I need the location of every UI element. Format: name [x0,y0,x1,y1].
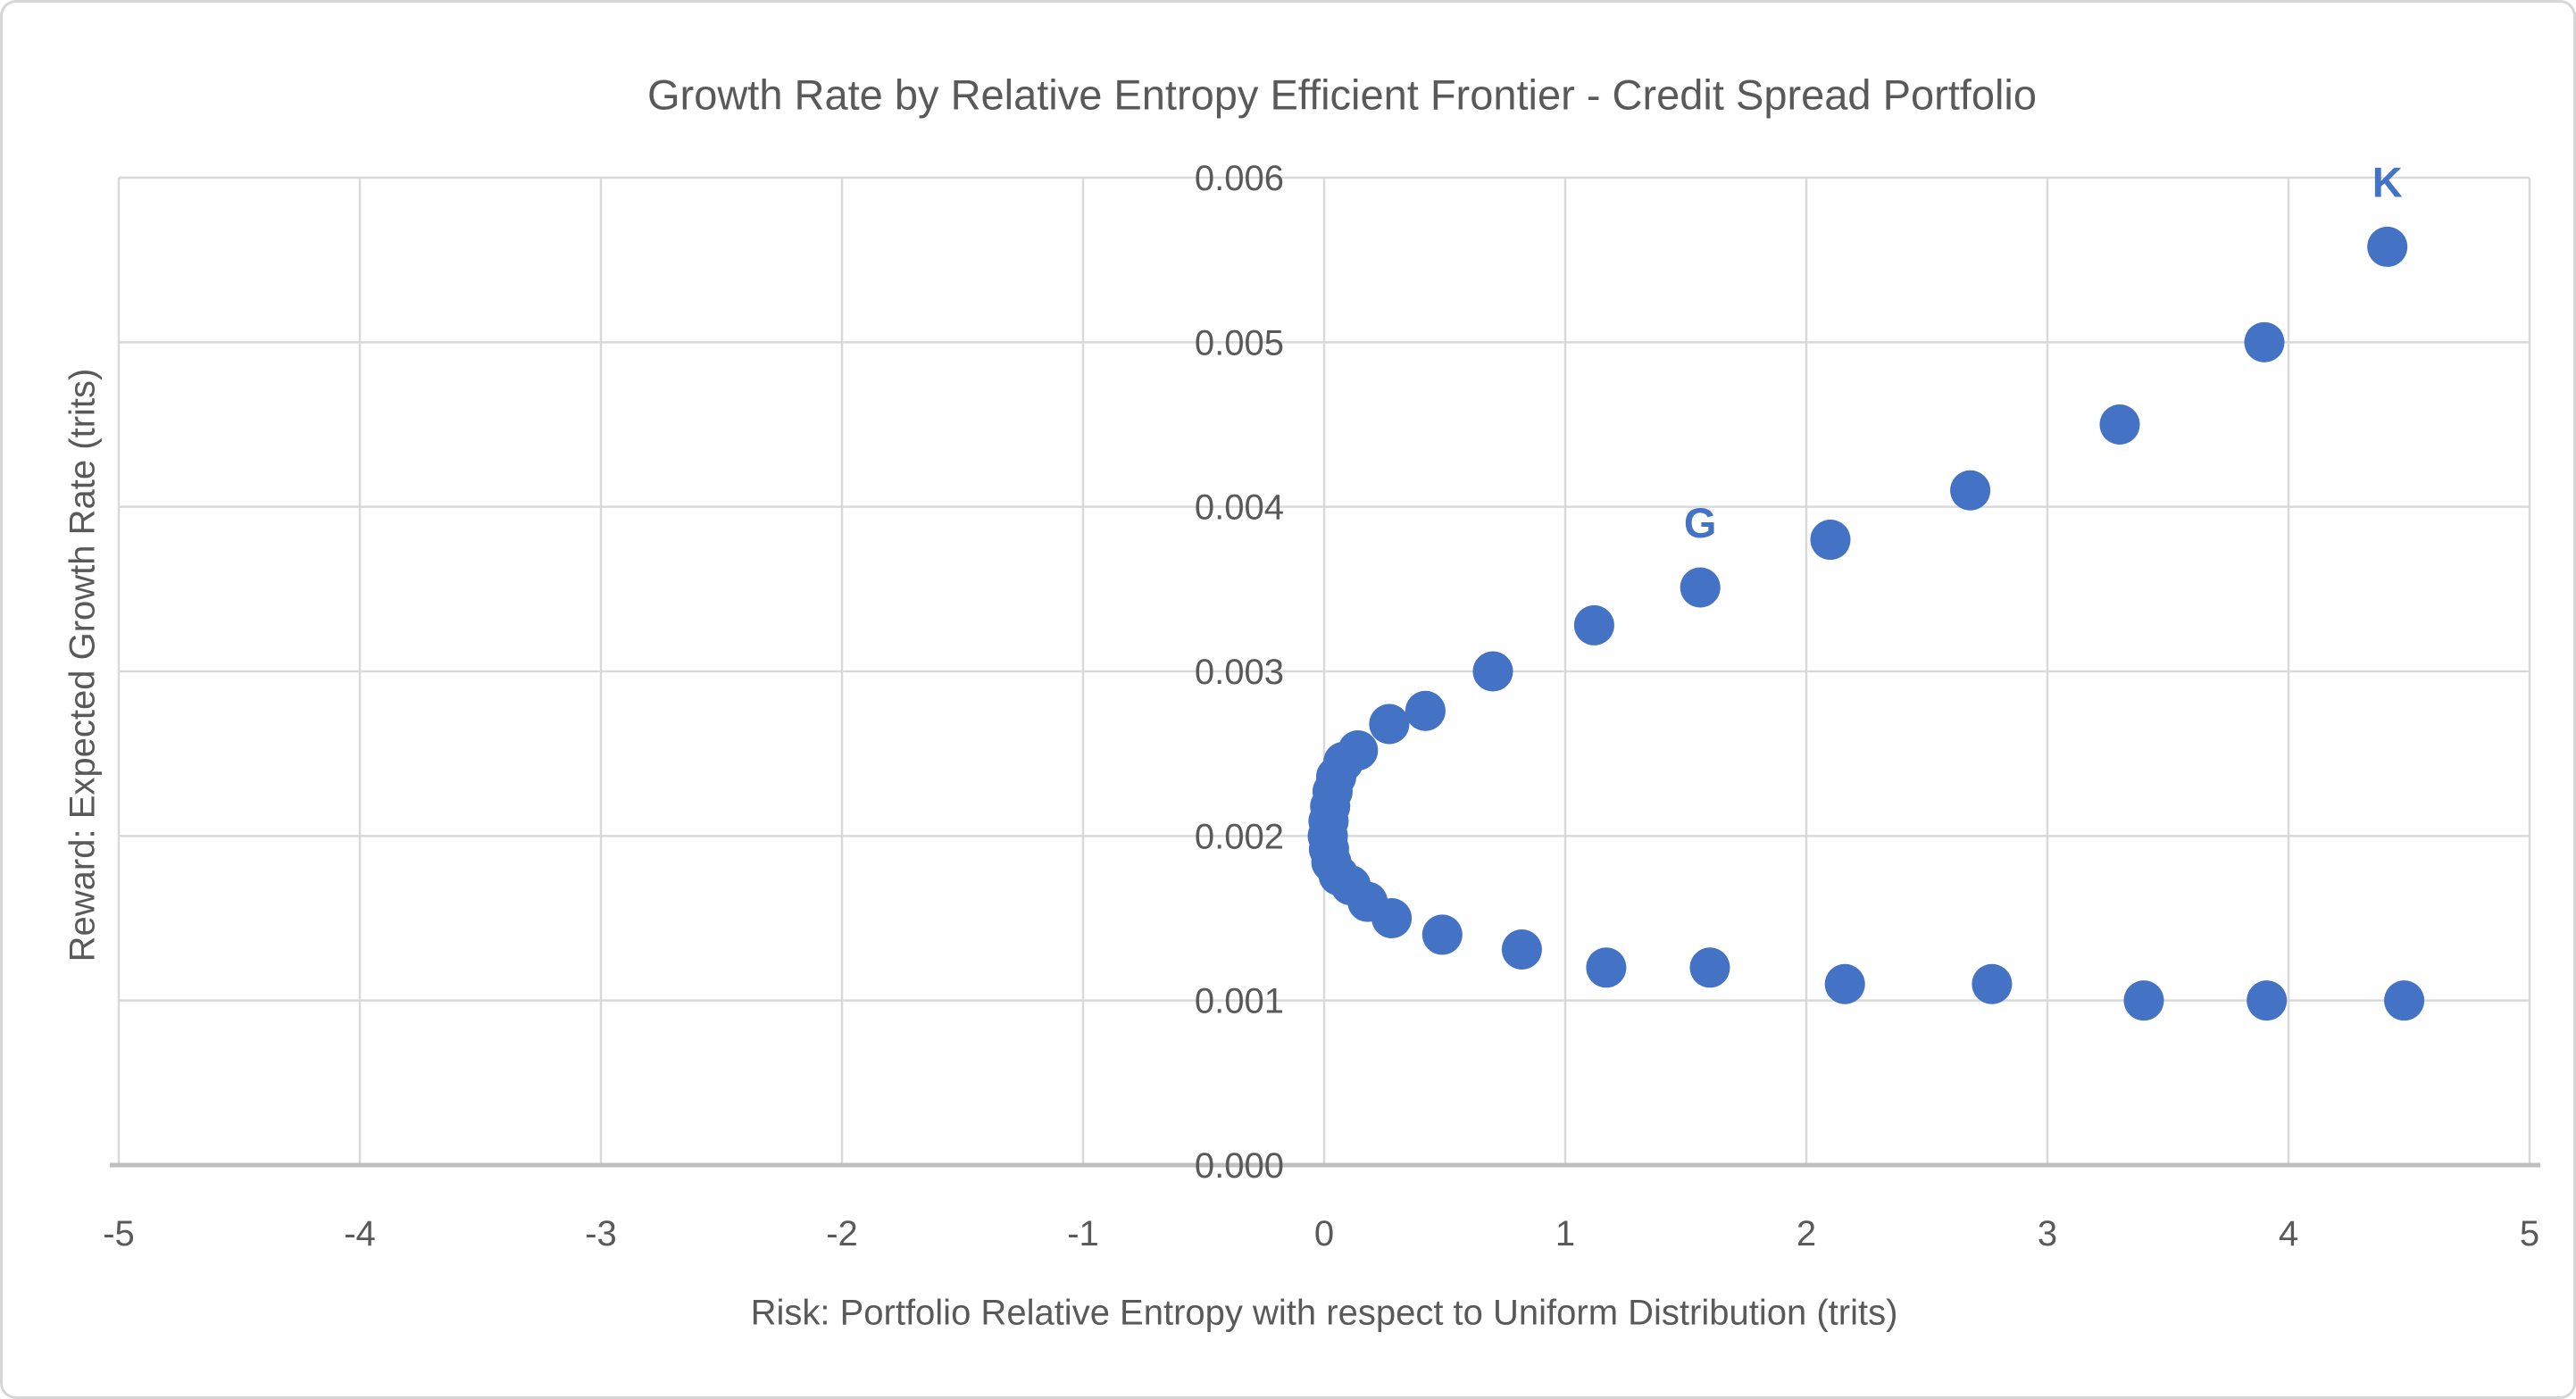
point-annotation: G [1684,499,1717,546]
data-point [1369,704,1410,745]
data-point [2099,404,2140,445]
data-point [2384,980,2425,1021]
y-tick-label: 0.002 [1195,817,1284,856]
x-tick-label: 3 [2038,1214,2057,1253]
x-tick-label: 1 [1555,1214,1575,1253]
data-point [1586,947,1627,988]
data-point [1680,567,1721,608]
y-tick-label: 0.005 [1195,323,1284,362]
y-tick-label: 0.000 [1195,1146,1284,1186]
x-tick-label: 2 [1797,1214,1816,1253]
data-point [1472,651,1513,692]
data-point [1573,604,1614,645]
plot-area: 0.000 0.001 0.002 0.003 0.004 0.005 0.006 -5 -4 -… [103,158,2540,1253]
x-tick-label: 5 [2520,1214,2539,1253]
x-tick-label: -3 [585,1214,617,1253]
x-tick-label: -4 [344,1214,376,1253]
x-tick-label: -1 [1067,1214,1099,1253]
data-point [1972,963,2013,1004]
x-tick-label: 4 [2279,1214,2298,1253]
data-point [1689,947,1730,988]
x-tick-label: -5 [103,1214,135,1253]
y-tick-label: 0.006 [1195,159,1284,198]
data-point [1824,963,1865,1004]
x-axis-title: Risk: Portfolio Relative Entropy with re… [750,1293,1898,1333]
chart-title: Growth Rate by Relative Entropy Efficien… [646,71,2038,119]
y-tick-label: 0.004 [1195,488,1284,528]
data-point [1421,914,1463,955]
data-point [1405,690,1446,731]
x-tick-label: 0 [1314,1214,1334,1253]
x-tick-label: -2 [826,1214,858,1253]
data-point [1810,520,1851,561]
data-point [2244,321,2285,362]
data-point [1371,898,1413,938]
data-point [2367,226,2408,267]
point-annotation: K [2372,158,2403,205]
y-tick-label: 0.003 [1195,653,1284,692]
data-point [1501,929,1542,970]
data-point [2123,980,2164,1021]
data-point [2247,980,2288,1021]
y-tick-label: 0.001 [1195,982,1284,1021]
data-point [1950,470,1991,511]
